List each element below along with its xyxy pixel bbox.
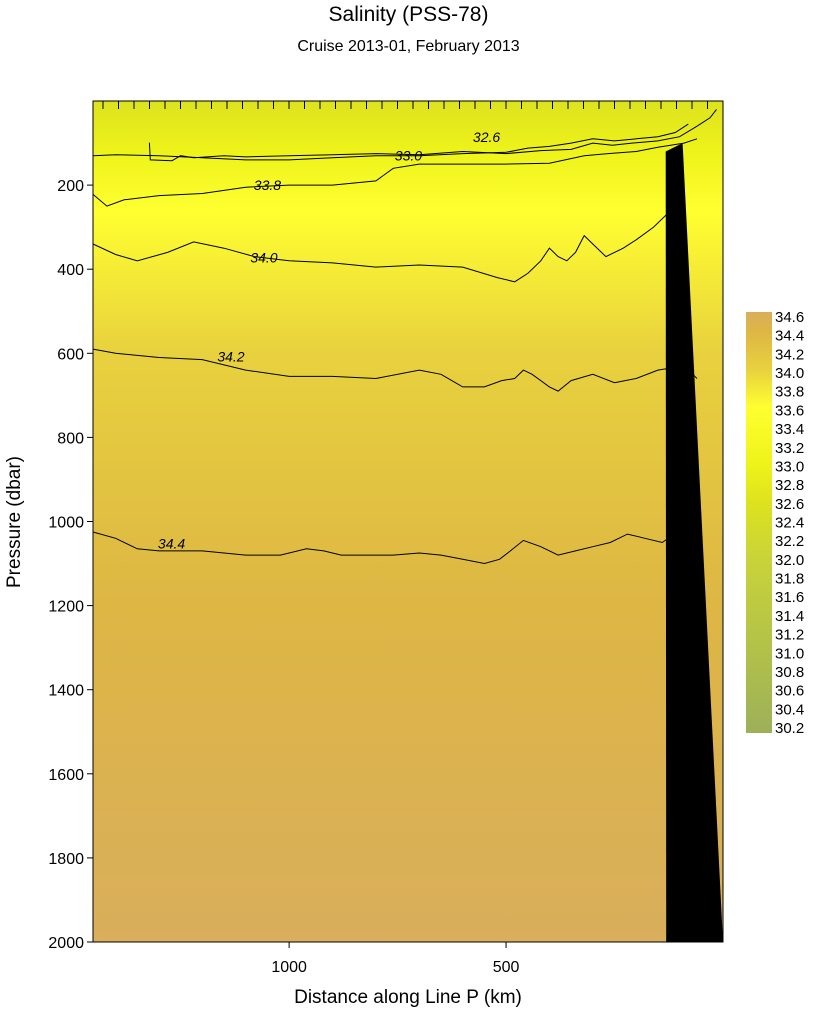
colorbar-label: 30.8 (775, 664, 804, 681)
contour-line-33.0 (92, 123, 689, 161)
colorbar-label: 32.2 (775, 533, 804, 550)
seafloor-mask (665, 143, 723, 943)
x-tick-label: 500 (493, 959, 520, 976)
colorbar-label: 31.2 (775, 627, 804, 644)
x-tick-label: 1000 (271, 959, 307, 976)
chart-title: Salinity (PSS-78) (328, 3, 489, 26)
colorbar-label: 32.4 (775, 515, 804, 532)
x-axis-label: Distance along Line P (km) (294, 987, 522, 1008)
contour-label-32.6: 32.6 (473, 129, 500, 145)
colorbar-label: 30.4 (775, 701, 804, 718)
y-tick-label: 1200 (48, 599, 84, 616)
y-tick-label: 800 (57, 430, 84, 447)
contour-line-34.4 (92, 521, 693, 565)
colorbar-label: 34.6 (775, 309, 804, 326)
salinity-field (93, 101, 723, 942)
contour-label-34.0: 34.0 (250, 250, 277, 266)
contour-line-34.0 (92, 213, 687, 283)
y-tick-label: 1000 (48, 515, 84, 532)
colorbar-label: 33.6 (775, 402, 804, 419)
y-tick-label: 1400 (48, 683, 84, 700)
y-tick-label: 200 (57, 178, 84, 195)
colorbar-label: 31.0 (775, 645, 804, 662)
y-tick-label: 1800 (48, 851, 84, 868)
colorbar-label: 34.2 (775, 346, 804, 363)
colorbar-label: 33.0 (775, 458, 804, 475)
y-tick-label: 600 (57, 346, 84, 363)
chart-subtitle: Cruise 2013-01, February 2013 (297, 38, 520, 55)
colorbar-label: 34.0 (775, 365, 804, 382)
y-tick-label: 2000 (48, 935, 84, 952)
colorbar-label: 34.4 (775, 328, 804, 345)
contour-label-33.8: 33.8 (254, 177, 281, 193)
colorbar-label: 33.8 (775, 384, 804, 401)
colorbar-label: 31.4 (775, 608, 804, 625)
colorbar-label: 32.6 (775, 496, 804, 513)
contour-label-33.0: 33.0 (395, 148, 422, 164)
colorbar-label: 33.2 (775, 440, 804, 457)
contour-line-33.8 (92, 138, 698, 207)
y-tick-label: 1600 (48, 767, 84, 784)
colorbar-label: 33.4 (775, 421, 804, 438)
colorbar (746, 312, 772, 733)
colorbar-label: 32.8 (775, 477, 804, 494)
colorbar-label: 31.6 (775, 589, 804, 606)
y-tick-label: 400 (57, 262, 84, 279)
colorbar-label: 30.2 (775, 720, 804, 737)
colorbar-label: 32.0 (775, 552, 804, 569)
contour-label-34.4: 34.4 (158, 536, 185, 552)
contour-line-34.2 (92, 348, 698, 392)
colorbar-label: 31.8 (775, 571, 804, 588)
contour-label-34.2: 34.2 (217, 349, 244, 365)
colorbar-label: 30.6 (775, 683, 804, 700)
